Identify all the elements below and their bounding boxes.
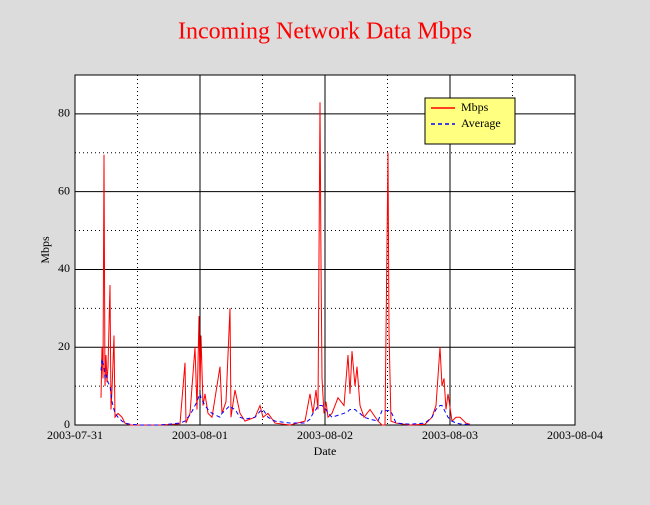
data-line xyxy=(100,358,471,426)
x-tick-label: 2003-08-03 xyxy=(422,428,478,442)
y-tick-label: 20 xyxy=(58,339,70,353)
x-tick-label: 2003-07-31 xyxy=(47,428,103,442)
legend-label: Mbps xyxy=(461,100,489,114)
y-tick-label: 80 xyxy=(58,106,70,120)
y-axis-label: Mbps xyxy=(38,236,52,264)
chart-title: Incoming Network Data Mbps xyxy=(178,19,472,45)
y-tick-label: 60 xyxy=(58,183,70,197)
x-tick-label: 2003-08-04 xyxy=(547,428,603,442)
y-tick-label: 0 xyxy=(64,417,70,431)
y-tick-label: 40 xyxy=(58,261,70,275)
x-axis-label: Date xyxy=(314,444,337,458)
legend-label: Average xyxy=(461,116,501,130)
x-tick-label: 2003-08-01 xyxy=(172,428,228,442)
x-tick-label: 2003-08-02 xyxy=(297,428,353,442)
legend-box xyxy=(424,97,516,145)
data-line xyxy=(100,102,471,426)
plot-frame xyxy=(74,74,576,426)
